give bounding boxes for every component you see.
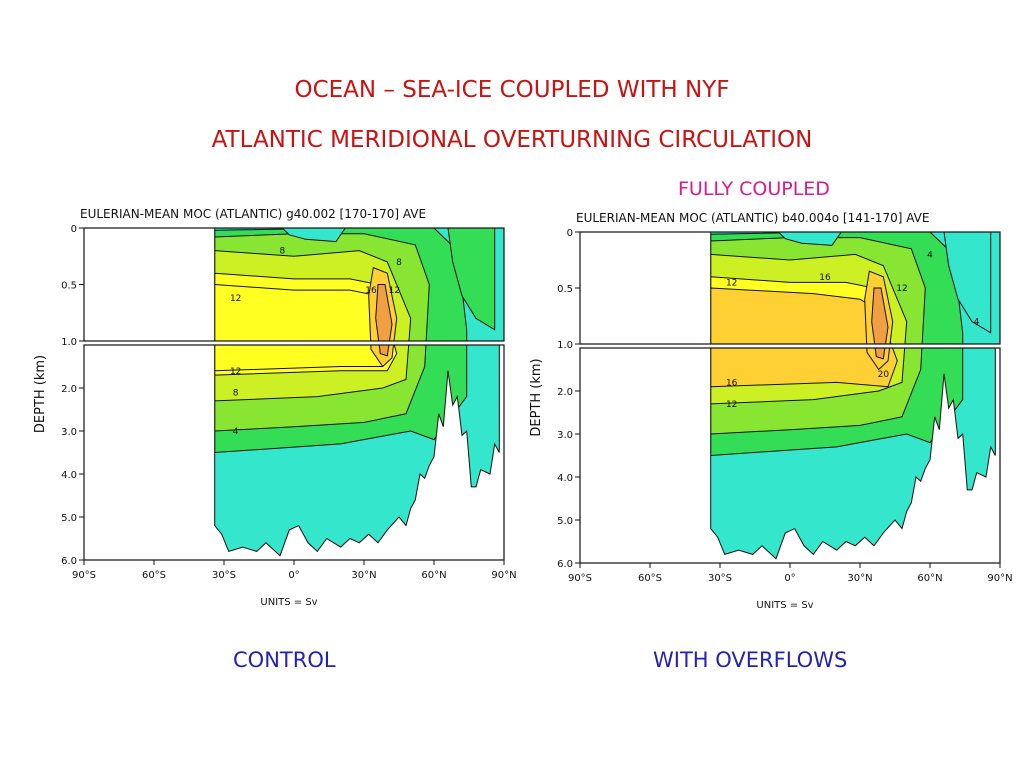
contour-fills <box>214 228 504 556</box>
x-tick-label: 60°S <box>142 570 166 581</box>
x-tick-label: 0° <box>288 570 299 581</box>
x-tick-label: 90°N <box>987 573 1012 584</box>
y-tick-label: 5.0 <box>61 513 77 524</box>
page-subtitle: ATLANTIC MERIDIONAL OVERTURNING CIRCULAT… <box>211 127 813 153</box>
x-tick-label: 60°S <box>638 573 662 584</box>
x-tick-label: 90°S <box>72 570 96 581</box>
x-tick-label: 60°N <box>917 573 942 584</box>
moc-panel-control: EULERIAN-MEAN MOC (ATLANTIC) g40.002 [17… <box>33 207 517 608</box>
units-note: UNITS = Sv <box>260 597 317 608</box>
contour-label: 12 <box>230 294 241 304</box>
y-tick-label: 0.5 <box>557 284 573 295</box>
contour-band <box>871 287 889 360</box>
chart-title: EULERIAN-MEAN MOC (ATLANTIC) g40.002 [17… <box>80 207 426 221</box>
contour-label: 12 <box>726 278 737 288</box>
units-note: UNITS = Sv <box>756 600 813 611</box>
x-tick-label: 30°S <box>212 570 236 581</box>
y-tick-label: 2.0 <box>557 387 573 398</box>
contour-label: 20 <box>878 370 890 380</box>
contour-label: 8 <box>233 388 239 398</box>
moc-panel-overflows: EULERIAN-MEAN MOC (ATLANTIC) b40.004o [1… <box>529 211 1013 611</box>
x-tick-label: 30°S <box>708 573 732 584</box>
contour-fills <box>710 232 1000 559</box>
caption-with-overflows: WITH OVERFLOWS <box>653 648 848 672</box>
contour-label: 4 <box>927 250 933 260</box>
frame-gap <box>579 344 1001 348</box>
y-tick-label: 3.0 <box>557 430 573 441</box>
bathymetry-outline <box>710 231 1001 560</box>
y-tick-label: 0 <box>567 228 573 239</box>
y-tick-label: 2.0 <box>61 384 77 395</box>
contour-label: 12 <box>896 284 907 294</box>
x-tick-label: 30°N <box>847 573 872 584</box>
y-tick-label: 5.0 <box>557 516 573 527</box>
contour-label: 12 <box>389 286 400 296</box>
contour-label: 8 <box>279 247 285 257</box>
contour-band <box>281 228 347 243</box>
y-tick-label: 0 <box>71 224 77 235</box>
contour-band <box>375 284 393 357</box>
contour-label: 16 <box>365 286 377 296</box>
contour-label: 8 <box>396 258 402 268</box>
contour-band <box>943 232 992 334</box>
x-tick-label: 0° <box>784 573 795 584</box>
caption-control: CONTROL <box>233 648 336 672</box>
contour-band <box>710 287 898 388</box>
contour-label: 12 <box>726 400 737 410</box>
y-tick-label: 6.0 <box>61 556 77 567</box>
contour-label: 4 <box>233 427 239 437</box>
y-tick-label: 4.0 <box>557 473 573 484</box>
frame-gap <box>83 341 505 345</box>
y-axis-label: DEPTH (km) <box>529 358 544 436</box>
y-axis-label: DEPTH (km) <box>33 355 48 433</box>
y-tick-label: 3.0 <box>61 427 77 438</box>
contour-band <box>447 228 496 331</box>
contour-band <box>777 232 843 246</box>
page-title: OCEAN – SEA-ICE COUPLED WITH NYF <box>294 77 730 103</box>
y-tick-label: 6.0 <box>557 559 573 570</box>
bathymetry-outline <box>214 227 505 557</box>
x-tick-label: 90°S <box>568 573 592 584</box>
x-tick-label: 90°N <box>491 570 516 581</box>
contour-label: 16 <box>819 273 831 283</box>
x-tick-label: 60°N <box>421 570 446 581</box>
contour-label: 16 <box>726 378 738 388</box>
chart-title: EULERIAN-MEAN MOC (ATLANTIC) b40.004o [1… <box>576 211 929 225</box>
y-tick-label: 0.5 <box>61 281 77 292</box>
contour-label: 12 <box>230 367 241 377</box>
y-tick-label: 1.0 <box>557 340 573 351</box>
y-tick-label: 1.0 <box>61 337 77 348</box>
x-tick-label: 30°N <box>351 570 376 581</box>
fully-coupled-note: FULLY COUPLED <box>678 178 830 200</box>
contour-label: 4 <box>974 318 980 328</box>
y-tick-label: 4.0 <box>61 470 77 481</box>
